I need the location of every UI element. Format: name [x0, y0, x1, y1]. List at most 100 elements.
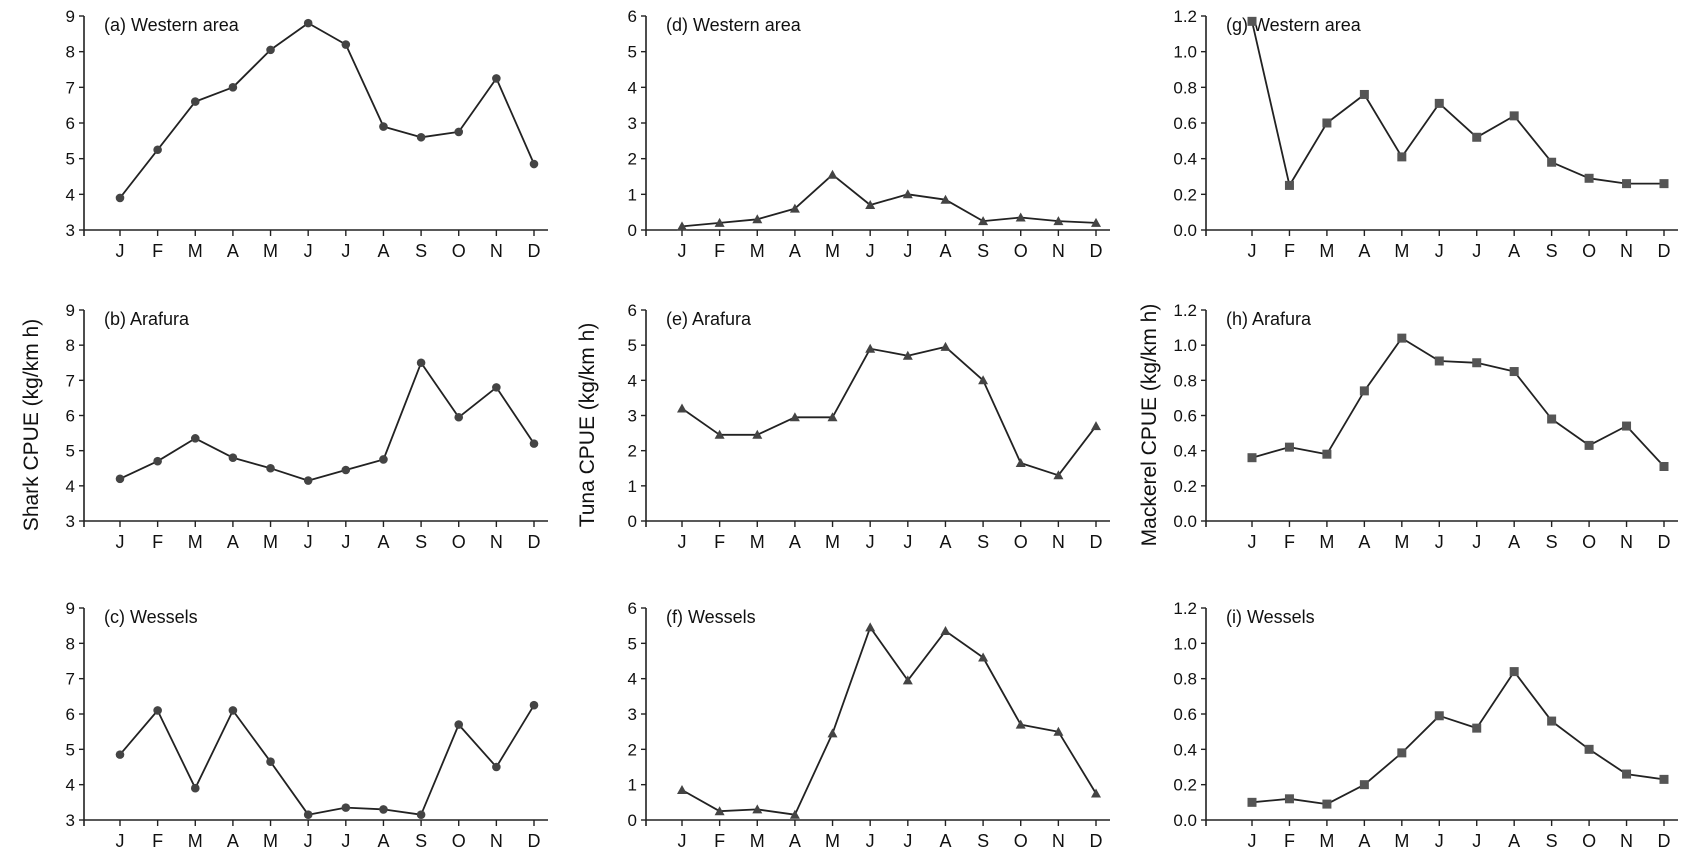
- x-tick-label: M: [750, 241, 765, 261]
- y-tick-label: 4: [66, 185, 75, 204]
- data-point: [1015, 458, 1026, 467]
- data-point: [266, 757, 275, 766]
- x-tick-label: D: [1090, 532, 1103, 552]
- data-point: [266, 463, 275, 473]
- panel-title: (h) Arafura: [1226, 309, 1312, 329]
- y-tick-label: 0: [628, 512, 637, 531]
- panel-h: 0.0 0.2 0.4 0.6 0.8 1.0 1.2 J F M A M J J A S O N D (h) Ara…: [1173, 301, 1678, 552]
- data-point: [190, 97, 200, 106]
- y-tick-label: 1.2: [1173, 301, 1197, 320]
- y-tick-label: 8: [66, 43, 75, 62]
- data-point: [1547, 157, 1557, 167]
- x-tick-label: J: [116, 831, 125, 851]
- panel-c: 3 4 5 6 7 8 9 J F M A M J J A S O N D (c) Wessels: [66, 599, 548, 851]
- x-tick-label: F: [714, 831, 725, 851]
- x-tick-label: D: [1658, 241, 1671, 261]
- x-tick-label: D: [1090, 241, 1103, 261]
- x-tick-label: A: [789, 532, 801, 552]
- data-point: [1091, 788, 1101, 798]
- data-point: [492, 383, 501, 392]
- x-tick-label: A: [1508, 532, 1520, 552]
- x-tick-label: O: [1014, 831, 1028, 851]
- x-tick-label: O: [1014, 241, 1028, 261]
- y-tick-label: 4: [66, 477, 75, 496]
- series-line: [119, 22, 535, 199]
- x-tick-label: N: [1620, 241, 1633, 261]
- data-point: [190, 783, 200, 793]
- data-point: [714, 806, 725, 816]
- data-point: [1547, 716, 1557, 726]
- data-point: [303, 18, 313, 28]
- x-tick-label: J: [1435, 532, 1444, 552]
- y-tick-label: 7: [66, 670, 75, 689]
- y-tick-label: 8: [66, 336, 75, 355]
- x-tick-label: M: [750, 532, 765, 552]
- x-tick-label: F: [152, 532, 163, 552]
- x-tick-label: J: [341, 532, 350, 552]
- data-point: [752, 804, 763, 814]
- data-point: [865, 622, 876, 632]
- data-point: [454, 412, 464, 422]
- data-point: [153, 145, 162, 155]
- series-line: [681, 626, 1097, 816]
- data-point: [1472, 132, 1482, 142]
- x-tick-label: O: [452, 532, 466, 552]
- y-tick-label: 9: [66, 301, 75, 320]
- x-tick-label: O: [1582, 532, 1596, 552]
- x-tick-label: J: [1472, 831, 1481, 851]
- data-point: [1434, 356, 1444, 366]
- data-point: [529, 700, 539, 710]
- x-tick-label: O: [1582, 831, 1596, 851]
- data-point: [677, 221, 687, 231]
- y-tick-label: 6: [628, 301, 637, 320]
- x-tick-label: J: [341, 831, 350, 851]
- x-tick-label: J: [866, 532, 875, 552]
- x-tick-label: A: [377, 831, 389, 851]
- data-point: [1015, 719, 1026, 729]
- data-point: [865, 200, 876, 209]
- panel-title: (c) Wessels: [104, 607, 198, 627]
- data-point: [789, 412, 800, 422]
- x-tick-label: M: [1319, 241, 1334, 261]
- x-tick-label: J: [1248, 831, 1257, 851]
- y-tick-label: 1: [628, 185, 637, 204]
- x-tick-label: S: [1546, 831, 1558, 851]
- x-tick-label: M: [825, 831, 840, 851]
- data-point: [416, 358, 426, 368]
- x-tick-label: J: [1472, 532, 1481, 552]
- y-tick-label: 6: [628, 7, 637, 26]
- x-tick-label: S: [1546, 532, 1558, 552]
- y-tick-label: 0.2: [1173, 477, 1197, 496]
- x-tick-label: N: [490, 241, 503, 261]
- x-tick-label: D: [1658, 532, 1671, 552]
- y-tick-label: 3: [628, 705, 637, 724]
- data-point: [978, 375, 989, 385]
- data-point: [153, 706, 162, 715]
- data-point: [752, 429, 763, 439]
- x-tick-label: A: [939, 241, 951, 261]
- panel-title: (d) Western area: [666, 15, 802, 35]
- y-tick-label: 1: [628, 776, 637, 795]
- data-point: [341, 803, 351, 812]
- x-tick-label: J: [1248, 532, 1257, 552]
- data-point: [1247, 797, 1257, 807]
- y-tick-label: 9: [66, 7, 75, 26]
- data-point: [827, 169, 838, 179]
- data-point: [1659, 461, 1669, 471]
- y-axis-label-shark: Shark CPUE (kg/km h): [20, 319, 43, 531]
- data-point: [902, 350, 913, 360]
- x-tick-label: J: [903, 532, 912, 552]
- y-tick-label: 0.6: [1173, 705, 1197, 724]
- panel-a: 3 4 5 6 7 8 9 J F M A M J J A S O N D (a) Western area: [66, 7, 548, 261]
- x-tick-label: M: [825, 241, 840, 261]
- data-point: [1547, 414, 1557, 424]
- y-tick-label: 0.8: [1173, 78, 1197, 97]
- x-tick-label: J: [116, 241, 125, 261]
- data-point: [266, 45, 275, 55]
- data-point: [1509, 667, 1519, 677]
- y-tick-label: 0.8: [1173, 371, 1197, 390]
- data-point: [1359, 386, 1369, 396]
- y-tick-label: 0.0: [1173, 811, 1197, 830]
- y-tick-label: 4: [66, 776, 75, 795]
- x-tick-label: F: [714, 532, 725, 552]
